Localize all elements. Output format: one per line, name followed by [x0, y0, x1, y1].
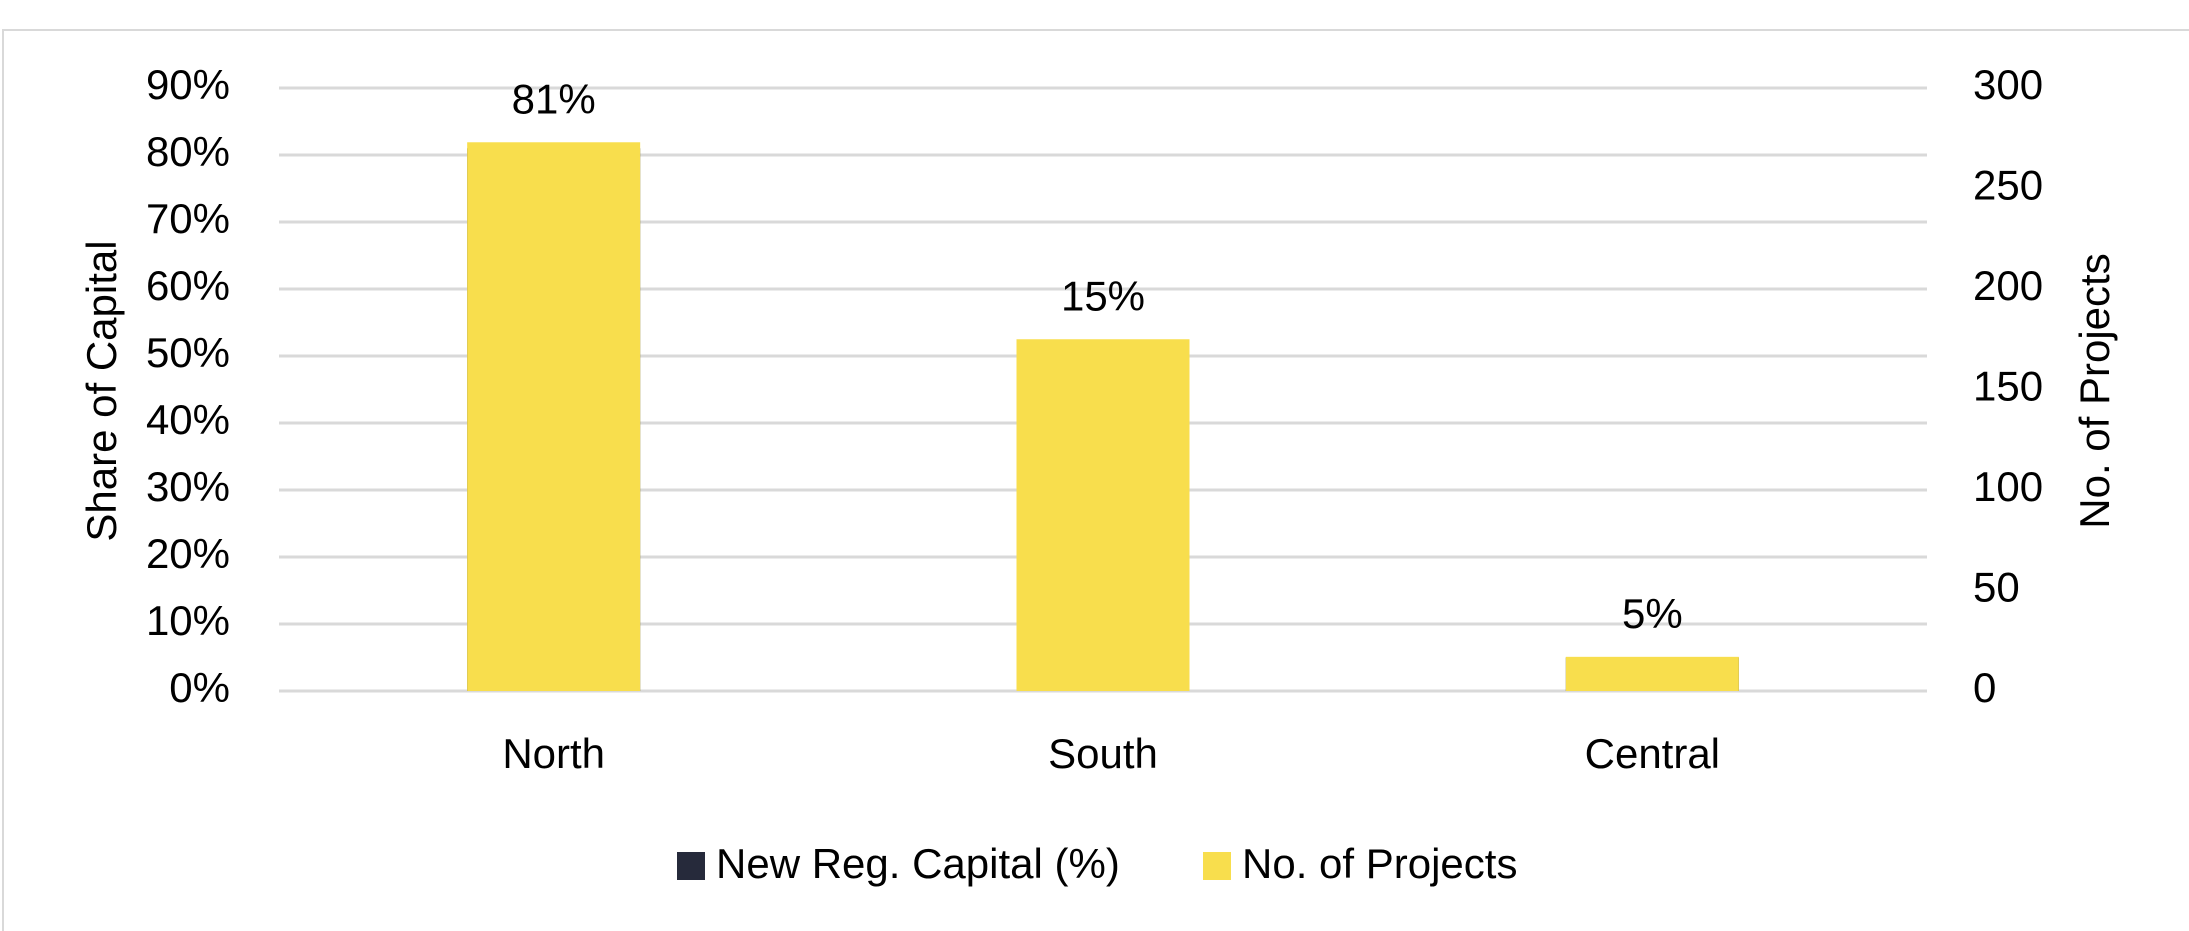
y-tick-label: 80%	[146, 128, 230, 175]
legend-swatch	[677, 852, 705, 880]
y-tick-label: 50%	[146, 329, 230, 376]
y2-tick-label: 100	[1973, 463, 2043, 510]
y2-axis-title: No. of Projects	[2071, 253, 2118, 528]
y-axis-title: Share of Capital	[78, 240, 125, 541]
bar	[1016, 339, 1190, 691]
y-tick-label: 10%	[146, 597, 230, 644]
y-tick-label: 60%	[146, 262, 230, 309]
y-tick-label: 20%	[146, 530, 230, 577]
y-tick-label: 40%	[146, 396, 230, 443]
y-tick-label: 30%	[146, 463, 230, 510]
legend-label: New Reg. Capital (%)	[716, 840, 1120, 887]
legend-label: No. of Projects	[1242, 840, 1517, 887]
data-label: 15%	[1061, 272, 1145, 319]
x-tick-label: South	[1048, 730, 1158, 777]
data-label: 5%	[1622, 590, 1683, 637]
legend-swatch	[1203, 852, 1231, 880]
y-tick-label: 70%	[146, 195, 230, 242]
y-tick-label: 90%	[146, 61, 230, 108]
y2-tick-label: 200	[1973, 262, 2043, 309]
y2-tick-label: 150	[1973, 363, 2043, 410]
y-tick-label: 0%	[169, 664, 230, 711]
bar	[467, 142, 641, 691]
y2-tick-label: 50	[1973, 564, 2020, 611]
y2-tick-label: 0	[1973, 664, 1996, 711]
data-label: 81%	[512, 75, 596, 122]
x-tick-label: North	[502, 730, 605, 777]
y2-tick-label: 300	[1973, 61, 2043, 108]
bar	[1565, 656, 1739, 691]
y2-tick-label: 250	[1973, 162, 2043, 209]
x-tick-label: Central	[1585, 730, 1720, 777]
